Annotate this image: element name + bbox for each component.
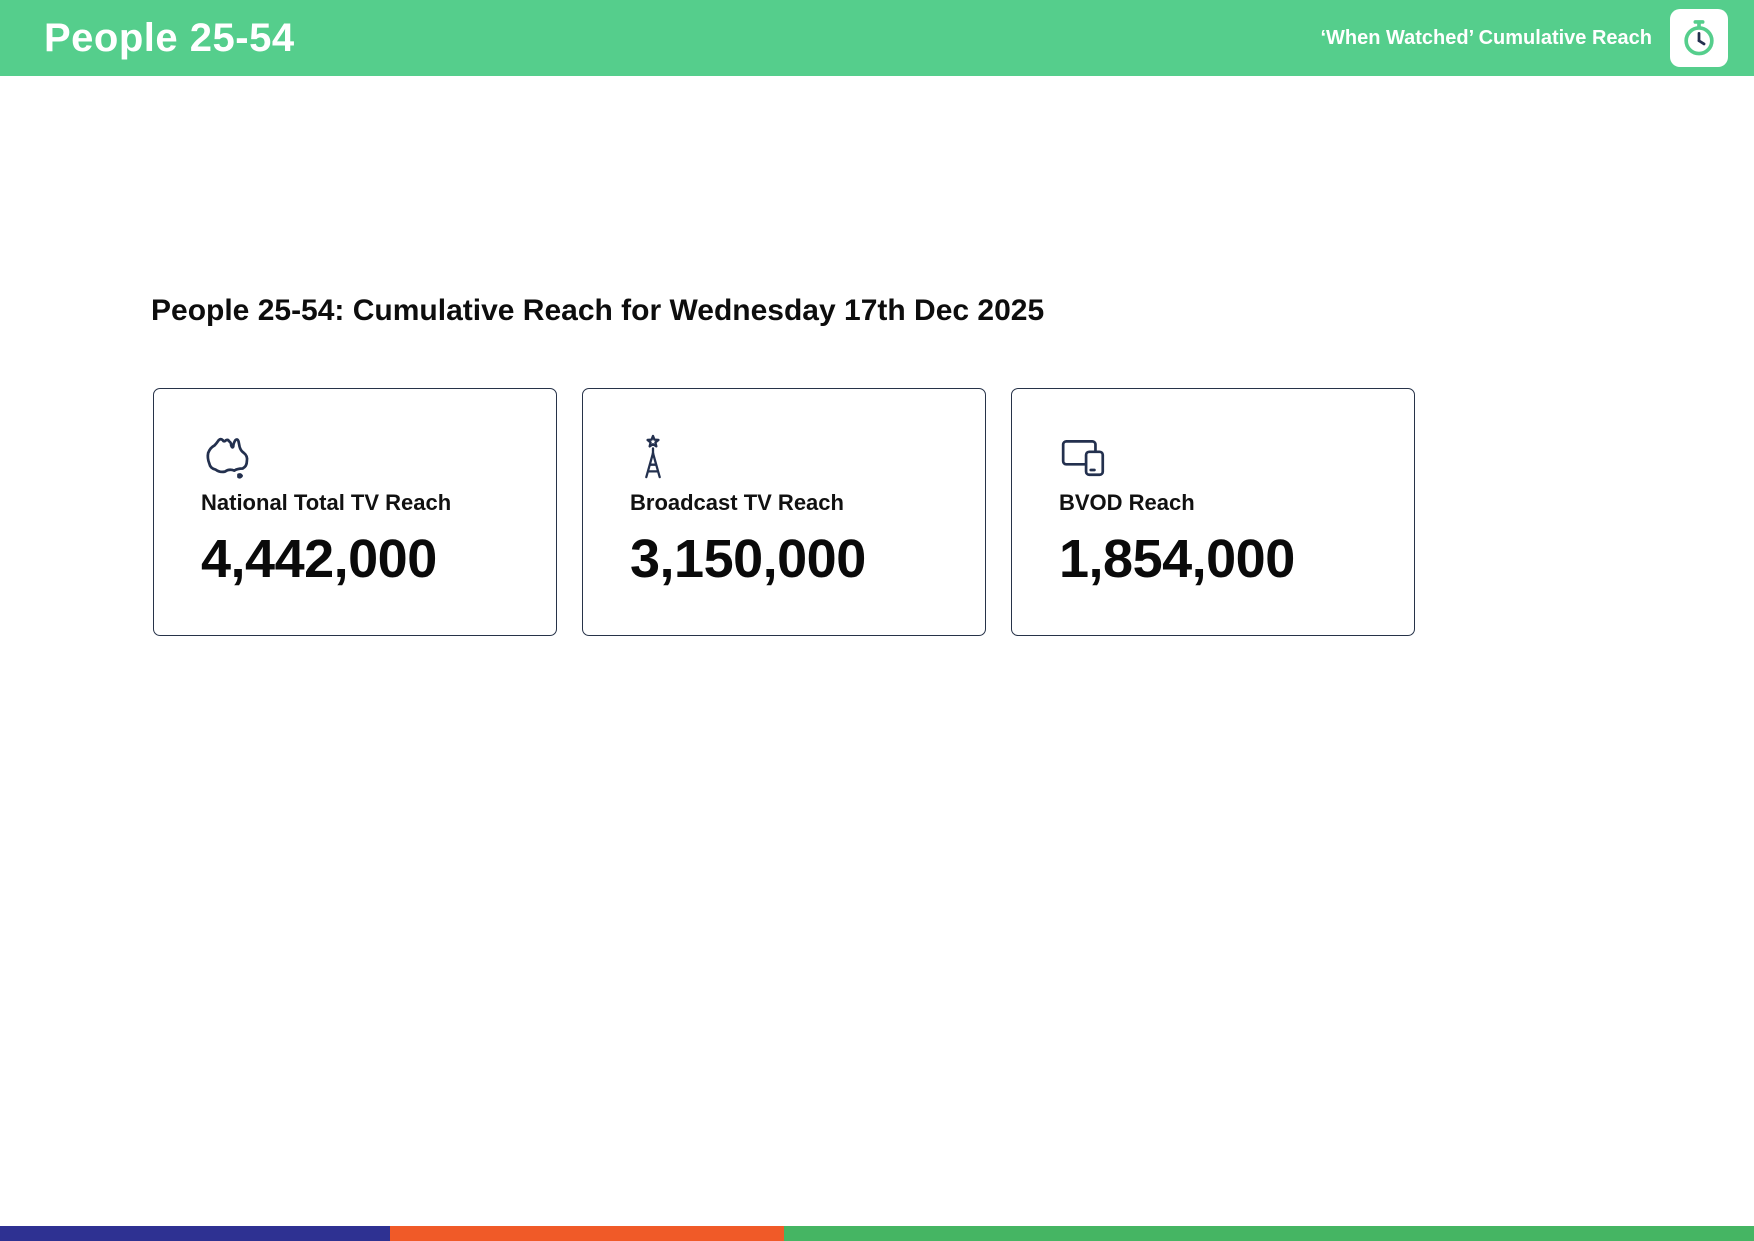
footer-segment-orange xyxy=(390,1226,784,1241)
footer-segment-green xyxy=(784,1226,1754,1241)
header-bar: People 25-54 ‘When Watched’ Cumulative R… xyxy=(0,0,1754,76)
stopwatch-icon xyxy=(1677,16,1721,60)
card-value: 1,854,000 xyxy=(1059,529,1295,589)
devices-icon xyxy=(1059,434,1367,480)
kpi-cards: National Total TV Reach 4,442,000 Broadc… xyxy=(153,388,1415,636)
page-title: People 25-54 xyxy=(44,15,295,60)
card-value: 4,442,000 xyxy=(201,529,437,589)
card-bvod-reach: BVOD Reach 1,854,000 xyxy=(1011,388,1415,636)
report-heading: People 25-54: Cumulative Reach for Wedne… xyxy=(151,294,1045,327)
footer-color-bar xyxy=(0,1226,1754,1241)
australia-map-icon xyxy=(201,434,509,480)
header-subtitle: ‘When Watched’ Cumulative Reach xyxy=(1320,26,1652,49)
card-label: Broadcast TV Reach xyxy=(630,490,844,515)
card-value: 3,150,000 xyxy=(630,529,866,589)
card-broadcast-tv-reach: Broadcast TV Reach 3,150,000 xyxy=(582,388,986,636)
broadcast-tower-icon xyxy=(630,434,938,480)
card-national-total-tv-reach: National Total TV Reach 4,442,000 xyxy=(153,388,557,636)
card-label: National Total TV Reach xyxy=(201,490,452,515)
footer-segment-navy xyxy=(0,1226,390,1241)
header-right: ‘When Watched’ Cumulative Reach xyxy=(1320,9,1728,67)
stopwatch-icon-box xyxy=(1670,9,1728,67)
card-label: BVOD Reach xyxy=(1059,490,1195,515)
